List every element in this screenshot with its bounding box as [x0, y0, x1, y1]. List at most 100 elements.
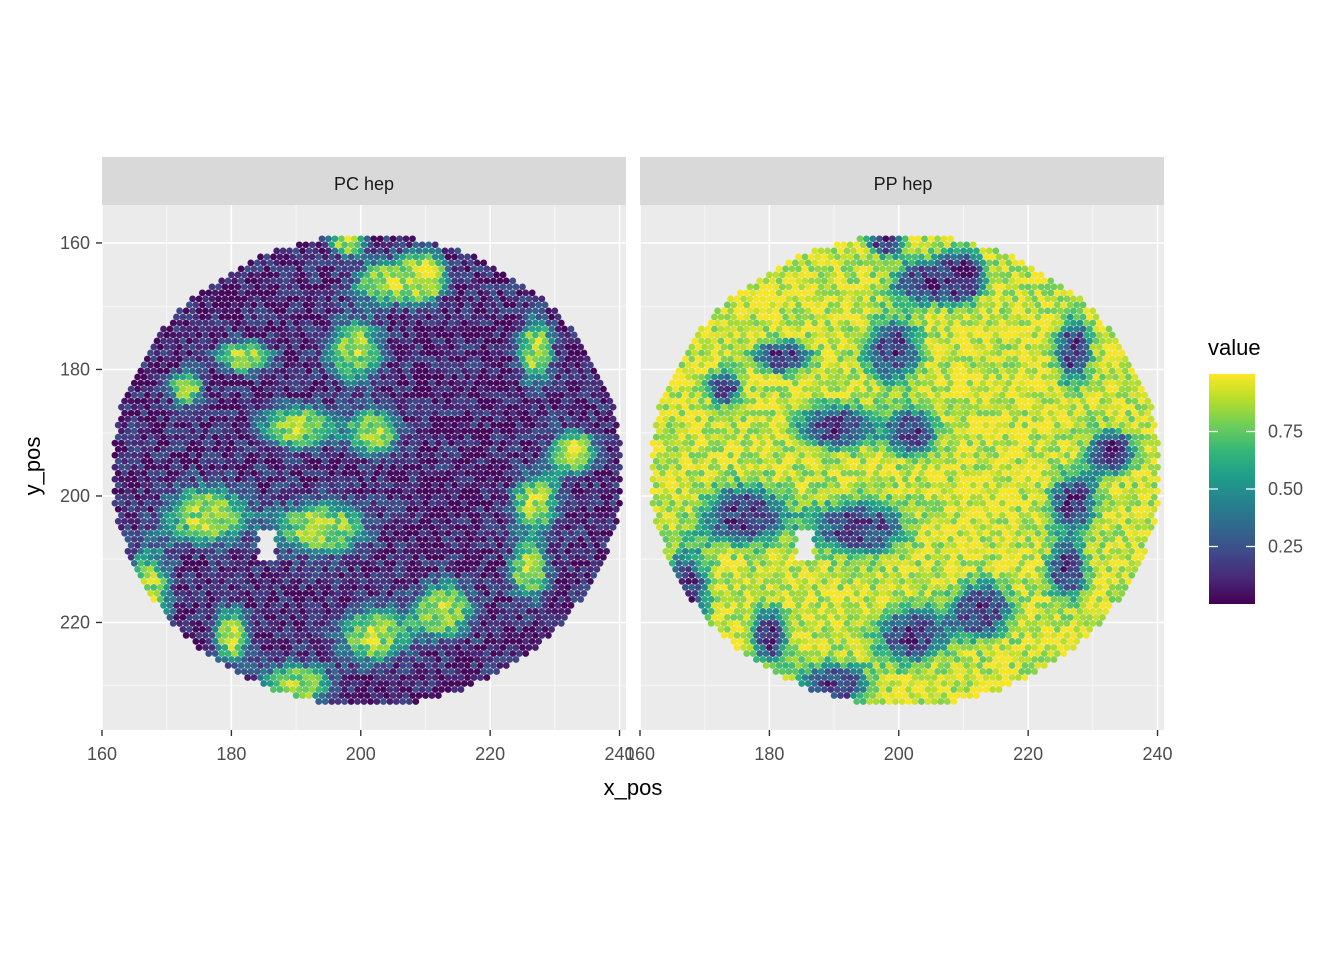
spot: [160, 578, 167, 585]
spot: [367, 686, 374, 693]
spot: [308, 277, 316, 285]
spot: [418, 277, 426, 285]
spot: [328, 445, 336, 453]
spot: [596, 391, 604, 399]
spot: [215, 632, 222, 639]
spot: [409, 391, 416, 399]
spot: [389, 427, 397, 435]
spot: [208, 644, 216, 651]
spot: [811, 247, 819, 255]
spot: [218, 457, 226, 465]
spot: [380, 277, 387, 285]
spot: [415, 475, 423, 483]
spot: [198, 445, 206, 453]
spot: [441, 391, 449, 399]
spot: [328, 337, 336, 345]
spot: [548, 517, 555, 525]
spot: [538, 523, 546, 531]
spot: [253, 355, 261, 363]
spot: [548, 349, 555, 357]
spot: [457, 373, 465, 381]
spot: [354, 578, 361, 585]
spot: [173, 361, 180, 369]
spot: [357, 475, 365, 483]
spot: [950, 241, 958, 249]
spot: [561, 337, 568, 345]
spot: [266, 427, 274, 435]
spot: [396, 680, 403, 687]
spot: [454, 463, 462, 471]
spot: [425, 397, 433, 405]
spot: [289, 361, 297, 369]
spot: [570, 499, 578, 507]
spot: [545, 559, 552, 567]
spot: [392, 397, 400, 405]
spot: [506, 559, 513, 567]
spot: [405, 602, 413, 609]
spot: [257, 565, 264, 573]
spot: [457, 686, 465, 693]
spot: [486, 584, 494, 591]
spot: [276, 590, 284, 597]
spot: [156, 439, 164, 447]
spot: [153, 590, 161, 597]
spot: [286, 668, 293, 675]
spot: [198, 421, 206, 429]
spot: [134, 541, 141, 549]
spot: [208, 584, 216, 591]
spot: [548, 385, 555, 393]
spot: [447, 247, 455, 255]
spot: [480, 259, 488, 267]
spot: [185, 493, 193, 501]
spot: [367, 638, 374, 645]
spot: [302, 253, 310, 261]
spot: [392, 241, 400, 249]
spot: [859, 241, 867, 249]
spot: [202, 307, 209, 315]
spot: [312, 355, 319, 363]
spot: [545, 475, 552, 483]
spot: [218, 650, 226, 657]
spot: [499, 283, 507, 291]
spot: [509, 385, 517, 393]
spot: [535, 481, 543, 489]
spot: [299, 247, 306, 255]
spot: [515, 553, 523, 561]
spot: [525, 331, 533, 339]
spot: [577, 427, 585, 435]
spot: [477, 662, 484, 669]
spot: [467, 644, 475, 651]
spot: [367, 337, 374, 345]
spot: [600, 553, 607, 561]
spot: [467, 463, 475, 471]
spot: [418, 313, 426, 321]
spot: [606, 505, 614, 513]
spot: [156, 451, 164, 459]
spot: [173, 409, 180, 417]
spot: [519, 463, 526, 471]
spot: [312, 499, 319, 507]
spot: [515, 397, 523, 405]
spot: [350, 331, 358, 339]
spot: [438, 301, 445, 309]
spot: [202, 584, 209, 591]
spot: [166, 397, 174, 405]
spot: [231, 602, 238, 609]
spot: [354, 313, 361, 321]
spot: [502, 409, 510, 417]
spot: [270, 253, 277, 261]
spot: [347, 265, 355, 273]
spot: [564, 535, 572, 543]
spot: [512, 415, 520, 423]
spot: [315, 517, 323, 525]
spot: [525, 367, 533, 375]
spot: [260, 295, 268, 303]
spot: [399, 626, 407, 633]
spot: [373, 337, 381, 345]
spot: [215, 307, 222, 315]
spot: [218, 493, 226, 501]
spot: [253, 608, 261, 615]
spot: [289, 445, 297, 453]
spot: [289, 349, 297, 357]
spot: [143, 584, 151, 591]
